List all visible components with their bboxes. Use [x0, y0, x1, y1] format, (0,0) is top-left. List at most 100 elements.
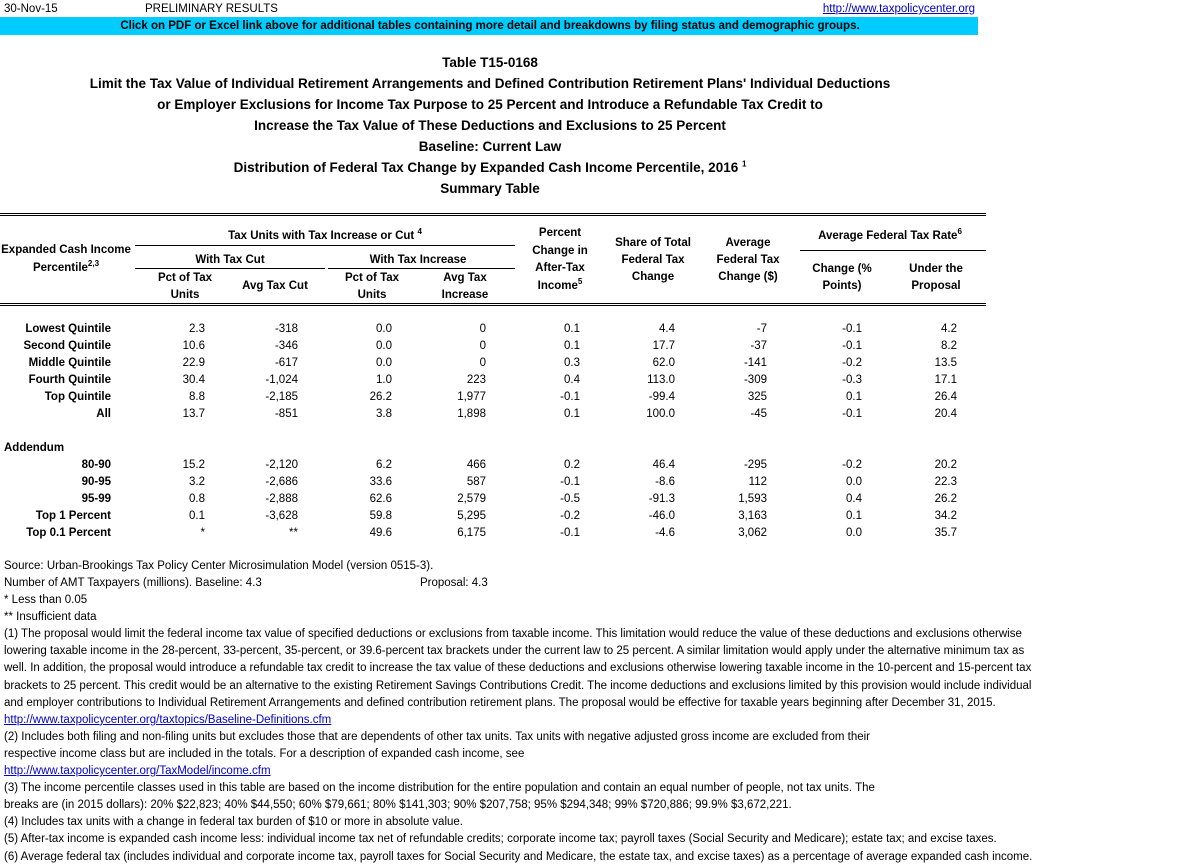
title-line-text: Table T15-0168 [442, 55, 538, 70]
column-header: Units [171, 287, 200, 303]
cell: -2,120 [265, 459, 298, 471]
note: Number of AMT Taxpayers (millions). Base… [4, 577, 262, 589]
column-header-text: Federal Tax [716, 254, 780, 266]
cell: -141 [743, 357, 767, 369]
column-header: Points) [823, 278, 862, 294]
cell: 0.1 [564, 323, 580, 335]
addendum-label: Addendum [4, 442, 65, 454]
column-header-text: Percent [538, 227, 582, 239]
rule [0, 303, 986, 304]
column-header-text: Units [170, 289, 200, 301]
note: * Less than 0.05 [4, 594, 88, 606]
row-label: Second Quintile [23, 340, 111, 352]
cell: 0.1 [564, 408, 580, 420]
cell: 10.6 [182, 340, 205, 352]
cell: 30.4 [182, 374, 205, 386]
cell: 3.2 [189, 476, 205, 488]
note: (1) The proposal would limit the federal… [4, 628, 1022, 641]
cell: 0.0 [376, 357, 392, 369]
note-link[interactable]: http://www.taxpolicycenter.org/taxtopics… [4, 713, 332, 726]
cell: 0.1 [564, 340, 580, 352]
title-line-text: Increase the Tax Value of These Deductio… [254, 118, 726, 133]
cell: -295 [743, 459, 767, 471]
superscript: 6 [957, 227, 962, 237]
cell: 1.0 [376, 374, 392, 386]
title-line-text: or Employer Exclusions for Income Tax Pu… [157, 97, 823, 112]
column-header: Federal Tax [621, 252, 684, 268]
column-header-text: Avg Tax Cut [242, 280, 308, 292]
cell: 0.1 [846, 510, 862, 522]
cell: -3,628 [265, 510, 298, 522]
cell: 0 [479, 340, 486, 352]
title-line: Table T15-0168 [442, 55, 538, 71]
rule [328, 268, 515, 269]
title-line: Limit the Tax Value of Individual Retire… [90, 76, 891, 92]
column-header: Share of Total [615, 235, 691, 251]
column-header-text: Under the [909, 263, 963, 275]
cell: 3,062 [738, 527, 767, 539]
column-header: Increase [442, 287, 489, 303]
cell: 0.0 [846, 476, 862, 488]
cell: -0.2 [560, 510, 580, 522]
cell: -45 [750, 408, 767, 420]
cell: 15.2 [182, 459, 205, 471]
column-header: Pct of Tax [345, 270, 399, 286]
cell: 0.0 [376, 323, 392, 335]
cell: -91.3 [648, 493, 675, 505]
column-header-text: Units [357, 289, 387, 301]
column-header: Avg Tax [443, 270, 486, 286]
cell: 0.3 [564, 357, 580, 369]
cell: -8.6 [655, 476, 675, 488]
title-line-text: Summary Table [440, 181, 540, 196]
row-label: 95-99 [81, 493, 111, 505]
group-header-text: Average Federal Tax Rate [818, 230, 958, 242]
cell: -46.0 [648, 510, 675, 522]
cell: 3.8 [376, 408, 392, 420]
stub-header: Percentile2,3 [33, 260, 99, 276]
cell: 62.6 [369, 493, 392, 505]
cell: 49.6 [369, 527, 392, 539]
note-link[interactable]: http://www.taxpolicycenter.org/TaxModel/… [4, 765, 271, 777]
cell: 1,977 [457, 391, 486, 403]
cell: -0.1 [560, 476, 580, 488]
cell: -7 [756, 323, 767, 335]
note: lowering taxable income in the 28-percen… [4, 645, 1025, 658]
row-label: Top 0.1 Percent [26, 527, 111, 539]
cell: -851 [274, 408, 298, 420]
column-header-text: Income [537, 280, 578, 293]
stub-header: Expanded Cash Income [1, 242, 131, 258]
cell: 113.0 [647, 374, 675, 386]
column-header: Change (% [812, 261, 871, 277]
cell: 20.4 [934, 408, 957, 420]
column-header: Federal Tax [716, 252, 779, 268]
cell: -0.1 [560, 527, 580, 539]
note: (3) The income percentile classes used i… [4, 782, 875, 795]
title-line: Distribution of Federal Tax Change by Ex… [234, 160, 747, 176]
cell: 8.8 [189, 391, 205, 403]
row-label: Middle Quintile [28, 357, 111, 369]
cell: -0.2 [842, 357, 862, 369]
column-header: Pct of Tax [158, 270, 212, 286]
cell: 17.1 [934, 374, 957, 386]
cell: 6,175 [457, 527, 486, 539]
cell: 4.4 [659, 323, 675, 335]
rule [135, 268, 325, 269]
cell: 1,593 [738, 493, 767, 505]
note: Proposal: 4.3 [420, 577, 488, 589]
note: Source: Urban-Brookings Tax Policy Cente… [4, 560, 434, 572]
cell: 33.6 [369, 476, 392, 488]
cell: 26.2 [369, 391, 392, 403]
note: and employer contributions to Individual… [4, 696, 996, 709]
group-header: Average Federal Tax Rate6 [818, 228, 962, 244]
column-header: Percent [539, 225, 581, 241]
column-header: Avg Tax Cut [242, 278, 308, 294]
column-header-text: Points) [822, 280, 862, 292]
cell: 46.4 [652, 459, 675, 471]
cell: 325 [747, 391, 767, 403]
cell: 2.3 [189, 323, 205, 335]
cell: 8.2 [941, 340, 957, 352]
header-link[interactable]: http://www.taxpolicycenter.org [822, 3, 975, 15]
cell: 0.0 [846, 527, 862, 539]
cell: -0.3 [842, 374, 862, 386]
